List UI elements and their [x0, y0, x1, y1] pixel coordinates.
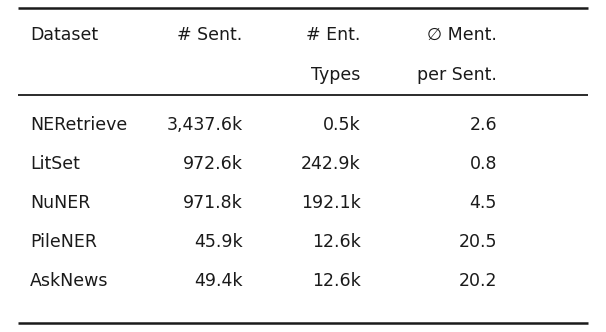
Text: 20.2: 20.2 [458, 272, 497, 290]
Text: 2.6: 2.6 [469, 116, 497, 133]
Text: ∅ Ment.: ∅ Ment. [427, 26, 497, 44]
Text: NERetrieve: NERetrieve [30, 116, 127, 133]
Text: Types: Types [311, 66, 361, 84]
Text: 45.9k: 45.9k [194, 233, 242, 251]
Text: per Sent.: per Sent. [417, 66, 497, 84]
Text: LitSet: LitSet [30, 155, 80, 173]
Text: NuNER: NuNER [30, 194, 91, 212]
Text: # Ent.: # Ent. [306, 26, 361, 44]
Text: 0.5k: 0.5k [323, 116, 361, 133]
Text: 49.4k: 49.4k [194, 272, 242, 290]
Text: 12.6k: 12.6k [312, 272, 361, 290]
Text: 971.8k: 971.8k [182, 194, 242, 212]
Text: 972.6k: 972.6k [182, 155, 242, 173]
Text: 192.1k: 192.1k [301, 194, 361, 212]
Text: # Sent.: # Sent. [177, 26, 242, 44]
Text: AskNews: AskNews [30, 272, 109, 290]
Text: Dataset: Dataset [30, 26, 98, 44]
Text: 12.6k: 12.6k [312, 233, 361, 251]
Text: PileNER: PileNER [30, 233, 98, 251]
Text: 242.9k: 242.9k [301, 155, 361, 173]
Text: 4.5: 4.5 [470, 194, 497, 212]
Text: 20.5: 20.5 [458, 233, 497, 251]
Text: 0.8: 0.8 [470, 155, 497, 173]
Text: 3,437.6k: 3,437.6k [166, 116, 242, 133]
